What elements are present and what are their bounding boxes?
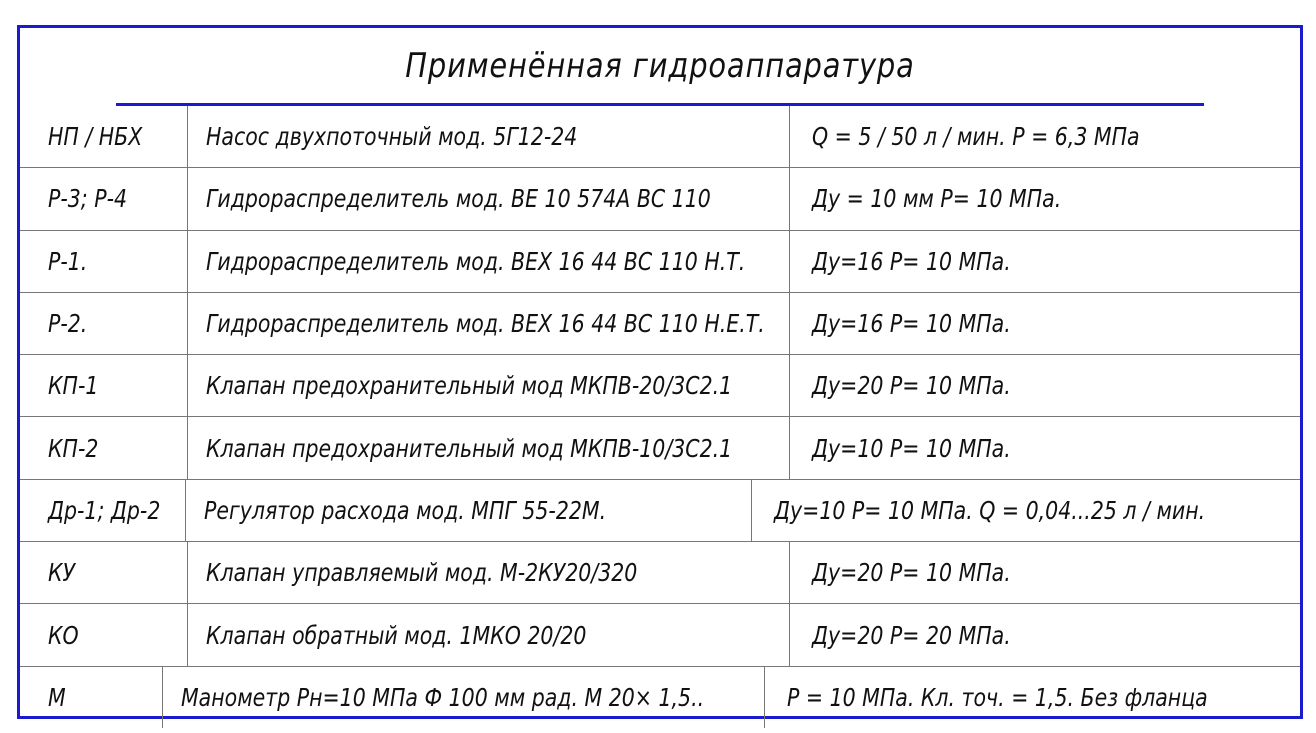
cell-text: Q = 5 / 50 л / мин. P = 6,3 МПа [812, 122, 1140, 152]
cell-specs: Р = 10 МПа. Кл. точ. = 1,5. Без фланца [765, 667, 1300, 728]
cell-text: Ду = 10 мм Р= 10 МПа. [812, 184, 1062, 214]
cell-description: Гидрораспределитель мод. ВЕ 10 574А ВС 1… [188, 168, 790, 230]
cell-specs: Ду=16 Р= 10 МПа. [790, 231, 1300, 292]
cell-designation: Др-1; Др-2 [20, 479, 187, 542]
cell-designation: КП-1 [20, 355, 188, 417]
cell-designation: Р-1. [20, 230, 188, 292]
cell-specs: Ду=10 Р= 10 МПа. Q = 0,04...25 л / мин. [752, 480, 1300, 541]
cell-text: Р-2. [48, 309, 88, 339]
cell-specs: Ду=20 Р= 10 МПа. [790, 355, 1300, 416]
cell-text: Регулятор расхода мод. МПГ 55-22М. [204, 495, 607, 525]
cell-text: Гидрораспределитель мод. ВЕХ 16 44 ВС 11… [206, 309, 765, 339]
cell-text: Манометр Рн=10 МПа Ф 100 мм рад. М 20× 1… [180, 682, 705, 712]
cell-text: Др-1; Др-2 [48, 495, 161, 525]
cell-specs: Ду = 10 мм Р= 10 МПа. [790, 168, 1300, 229]
cell-text: Р = 10 МПа. Кл. точ. = 1,5. Без фланца [786, 682, 1208, 712]
cell-text: Ду=16 Р= 10 МПа. [812, 246, 1011, 276]
cell-text: Клапан предохранительный мод МКПВ-10/3С2… [206, 433, 733, 463]
cell-text: КУ [48, 558, 76, 588]
cell-text: Ду=10 Р= 10 МПа. [812, 433, 1011, 463]
cell-description: Клапан обратный мод. 1МКО 20/20 [188, 604, 790, 666]
cell-text: Клапан обратный мод. 1МКО 20/20 [206, 620, 587, 650]
cell-description: Клапан предохранительный мод МКПВ-10/3С2… [188, 417, 790, 479]
table-row: Р-1. Гидрораспределитель мод. ВЕХ 16 44 В… [20, 230, 1300, 293]
table-row: КО Клапан обратный мод. 1МКО 20/20 Ду=20 Р… [20, 604, 1300, 667]
cell-description: Клапан управляемый мод. М-2КУ20/320 [188, 542, 790, 604]
cell-designation: КУ [20, 542, 188, 604]
cell-designation: Р-3; Р-4 [20, 168, 188, 230]
table-row: КУ Клапан управляемый мод. М-2КУ20/320 Ду=… [20, 542, 1300, 605]
table-body: НП / НБХ Насос двухпоточный мод. 5Г12-24 Q… [20, 106, 1300, 728]
cell-text: Ду=20 Р= 10 МПа. [812, 558, 1011, 588]
cell-text: Клапан управляемый мод. М-2КУ20/320 [206, 558, 638, 588]
cell-specs: Ду=20 Р= 20 МПа. [790, 604, 1300, 665]
equipment-table: Применённая гидроаппаратура НП / НБХ Насо… [17, 25, 1303, 728]
table-title: Применённая гидроаппаратура [116, 28, 1204, 106]
cell-description: Насос двухпоточный мод. 5Г12-24 [188, 106, 790, 168]
cell-description: Гидрораспределитель мод. ВЕХ 16 44 ВС 11… [188, 230, 790, 292]
cell-specs: Ду=20 Р= 10 МПа. [790, 542, 1300, 603]
cell-text: Р-3; Р-4 [48, 184, 128, 214]
cell-designation: Р-2. [20, 292, 188, 355]
cell-description: Гидрораспределитель мод. ВЕХ 16 44 ВС 11… [188, 292, 790, 355]
cell-description: Манометр Рн=10 МПа Ф 100 мм рад. М 20× 1… [163, 666, 765, 728]
cell-specs: Q = 5 / 50 л / мин. P = 6,3 МПа [790, 106, 1300, 167]
cell-text: Клапан предохранительный мод МКПВ-20/3С2… [206, 371, 733, 401]
table-row: Др-1; Др-2 Регулятор расхода мод. МПГ 55-… [20, 479, 1300, 543]
table-row: Р-2. Гидрораспределитель мод. ВЕХ 16 44 В… [20, 292, 1300, 356]
table-row: КП-1 Клапан предохранительный мод МКПВ-20… [20, 355, 1300, 418]
cell-text: КО [48, 620, 79, 650]
cell-text: Насос двухпоточный мод. 5Г12-24 [206, 122, 578, 152]
cell-designation: НП / НБХ [20, 106, 188, 168]
cell-text: Ду=16 Р= 10 МПа. [812, 309, 1011, 339]
cell-text: Ду=10 Р= 10 МПа. Q = 0,04...25 л / мин. [774, 495, 1206, 525]
table-row: КП-2 Клапан предохранительный мод МКПВ-10… [20, 417, 1300, 480]
cell-designation: КО [20, 604, 188, 666]
cell-text: Ду=20 Р= 20 МПа. [812, 620, 1011, 650]
table-row: Р-3; Р-4 Гидрораспределитель мод. ВЕ 10 5… [20, 168, 1300, 231]
cell-text: КП-1 [48, 371, 99, 401]
cell-specs: Ду=16 Р= 10 МПа. [790, 293, 1300, 354]
cell-designation: КП-2 [20, 417, 188, 479]
cell-description: Клапан предохранительный мод МКПВ-20/3С2… [188, 355, 790, 417]
cell-designation: М [20, 666, 163, 728]
cell-text: НП / НБХ [48, 122, 143, 152]
cell-text: Гидрораспределитель мод. ВЕ 10 574А ВС 1… [206, 184, 711, 214]
cell-text: КП-2 [48, 433, 99, 463]
cell-specs: Ду=10 Р= 10 МПа. [790, 417, 1300, 478]
table-row: М Манометр Рн=10 МПа Ф 100 мм рад. М 20× … [20, 666, 1300, 728]
cell-description: Регулятор расхода мод. МПГ 55-22М. [186, 479, 753, 542]
table-row: НП / НБХ Насос двухпоточный мод. 5Г12-24 Q… [20, 106, 1300, 169]
cell-text: М [48, 682, 66, 712]
cell-text: Ду=20 Р= 10 МПа. [812, 371, 1011, 401]
cell-text: Р-1. [48, 246, 88, 276]
cell-text: Гидрораспределитель мод. ВЕХ 16 44 ВС 11… [206, 246, 746, 276]
